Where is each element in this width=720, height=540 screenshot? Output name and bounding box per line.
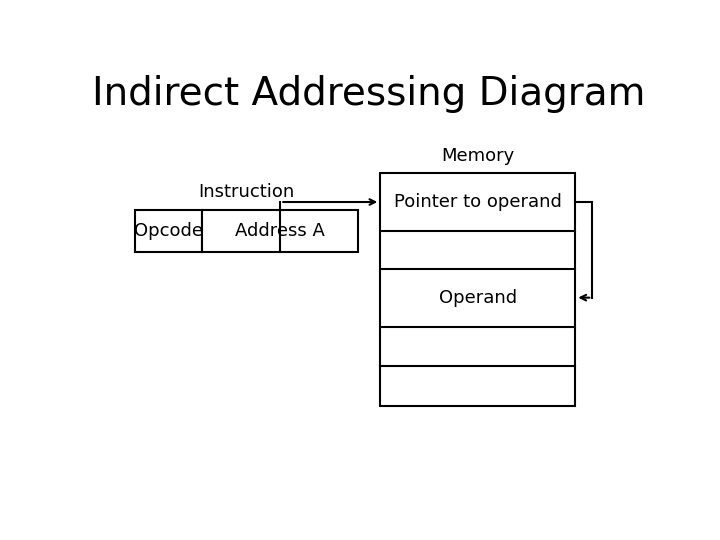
Text: Indirect Addressing Diagram: Indirect Addressing Diagram [92,75,646,113]
Bar [380,173,575,406]
Text: Pointer to operand: Pointer to operand [394,193,562,211]
Bar [202,210,358,252]
Text: Instruction: Instruction [198,183,294,201]
Text: Memory: Memory [441,147,514,165]
Bar [135,210,202,252]
Text: Address A: Address A [235,222,325,240]
Text: Operand: Operand [438,289,517,307]
Text: Opcode: Opcode [134,222,202,240]
